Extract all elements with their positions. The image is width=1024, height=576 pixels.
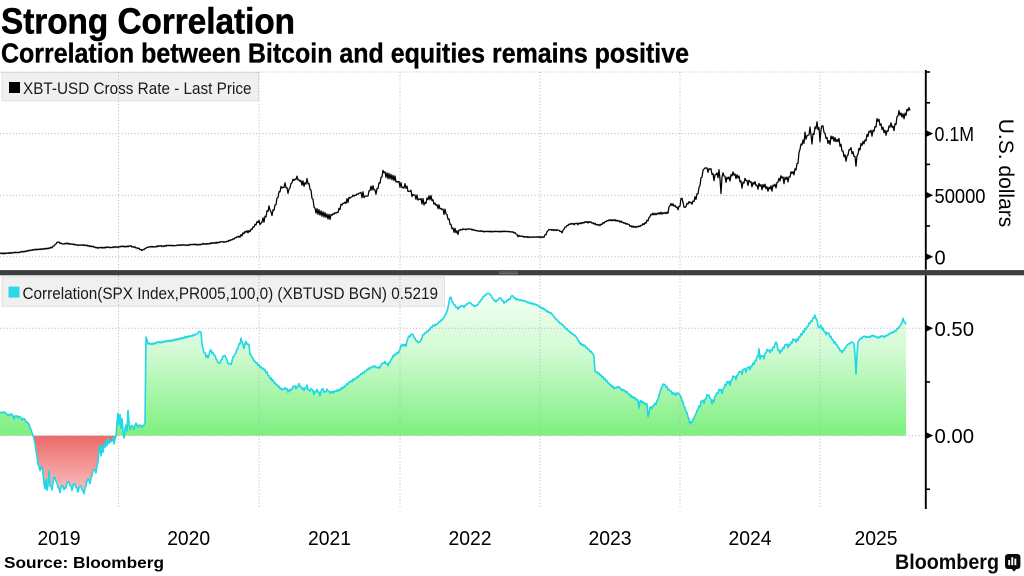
svg-text:0.1M: 0.1M (935, 124, 975, 146)
svg-text:XBT-USD Cross Rate - Last Pric: XBT-USD Cross Rate - Last Price (23, 79, 252, 98)
svg-text:2020: 2020 (167, 528, 210, 550)
svg-text:2021: 2021 (308, 528, 351, 550)
svg-text:2019: 2019 (38, 528, 81, 550)
svg-text:0.50: 0.50 (935, 319, 975, 341)
svg-text:Correlation between Bitcoin an: Correlation between Bitcoin and equities… (1, 37, 689, 68)
svg-text:2024: 2024 (729, 528, 772, 550)
svg-text:Bloomberg: Bloomberg (895, 550, 999, 574)
svg-text:2025: 2025 (855, 528, 898, 550)
svg-text:2022: 2022 (449, 528, 492, 550)
svg-text:50000: 50000 (935, 186, 986, 208)
svg-text:0.00: 0.00 (935, 426, 975, 448)
svg-text:2023: 2023 (589, 528, 632, 550)
svg-text:U.S. dollars: U.S. dollars (994, 119, 1017, 228)
svg-text:Source: Bloomberg: Source: Bloomberg (4, 555, 164, 572)
svg-text:0: 0 (935, 247, 946, 269)
svg-text:Correlation(SPX Index,PR005,10: Correlation(SPX Index,PR005,100,0) (XBTU… (23, 284, 439, 303)
svg-text:Strong Correlation: Strong Correlation (1, 0, 295, 41)
